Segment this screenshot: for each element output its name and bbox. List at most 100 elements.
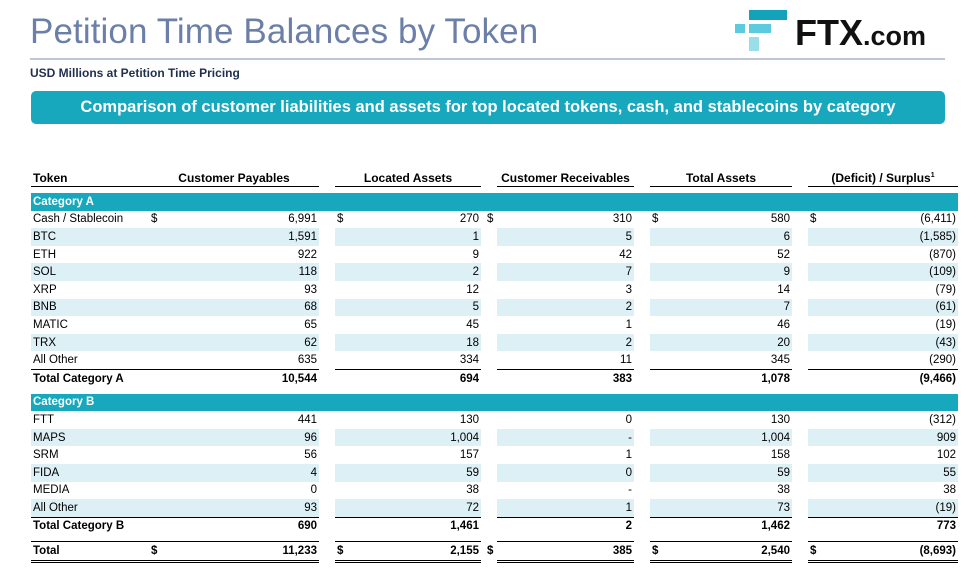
- located-cell: 1: [353, 228, 481, 246]
- located-cell: 1,461: [353, 516, 481, 536]
- receivables-cell: 11: [620, 354, 632, 367]
- currency-blank: [808, 228, 826, 246]
- located-cell: 1,004: [353, 428, 481, 447]
- currency-blank: [650, 499, 668, 517]
- currency-symbol: $: [487, 213, 494, 226]
- payables-cell: 68: [167, 298, 319, 317]
- surplus-cell: (1,585): [826, 228, 958, 246]
- located-cell: 72: [353, 499, 481, 517]
- currency-blank: [650, 281, 668, 299]
- located-cell: 9: [472, 248, 479, 261]
- currency-blank: [808, 411, 826, 429]
- currency-blank: [149, 351, 167, 369]
- receivables-cell: 1: [625, 449, 632, 462]
- token-cell: BTC: [31, 228, 149, 246]
- currency-blank: [808, 516, 826, 536]
- currency-blank: [808, 281, 826, 299]
- total-assets-cell: 345: [770, 354, 790, 367]
- total-assets-cell: 52: [777, 248, 790, 261]
- token-cell: SOL: [31, 263, 149, 281]
- currency-symbol: $: [650, 541, 668, 563]
- currency-blank: [335, 411, 353, 429]
- receivables-cell: 383: [497, 368, 634, 388]
- token-cell: XRP: [33, 283, 57, 296]
- table-row: SOL 118 2 7 9 (109): [31, 263, 958, 281]
- payables-cell: 1,591: [167, 228, 319, 246]
- token-cell: Total Category B: [31, 516, 149, 536]
- payables-cell: 96: [167, 428, 319, 447]
- currency-blank: [808, 482, 826, 500]
- currency-blank: [335, 263, 353, 281]
- currency-blank: [335, 482, 353, 500]
- payables-cell: 11,233: [167, 541, 319, 563]
- currency-blank: [335, 499, 353, 517]
- table-row: FTT 441 130 0 130 (312): [31, 411, 958, 429]
- surplus-cell: (19): [935, 318, 956, 331]
- table-row: All Other 635 334 11 345 (290): [31, 351, 958, 369]
- total-assets-cell: 1,462: [668, 516, 792, 536]
- total-assets-cell: 580: [770, 213, 790, 226]
- ftx-logo-text: FTX.com: [795, 12, 926, 54]
- table-header-row: Token Customer Payables Located Assets C…: [31, 167, 958, 187]
- currency-blank: [149, 446, 167, 464]
- currency-blank: [650, 428, 668, 447]
- currency-blank: [808, 428, 826, 447]
- token-balances-table: Token Customer Payables Located Assets C…: [31, 167, 958, 563]
- payables-cell: 10,544: [167, 368, 319, 388]
- currency-blank: [149, 246, 167, 264]
- header-customer-payables: Customer Payables: [149, 167, 319, 187]
- table-row: MAPS 96 1,004-1,004 909: [31, 428, 958, 447]
- currency-blank: [650, 316, 668, 334]
- table-row: Cash / Stablecoin $6,991 $270 $310 $580 $ (6,4…: [31, 210, 958, 229]
- currency-blank: [149, 411, 167, 429]
- surplus-cell: 55: [826, 463, 958, 482]
- payables-cell: 690: [167, 516, 319, 536]
- table-row: All Other 93 72 1 73 (19): [31, 499, 958, 517]
- payables-cell: 0: [310, 484, 317, 497]
- currency-blank: [650, 516, 668, 536]
- receivables-cell: 5: [497, 228, 634, 246]
- table-row: BNB 68 5 2 7 (61): [31, 298, 958, 317]
- page-title: Petition Time Balances by Token: [30, 12, 539, 51]
- total-assets-cell: 158: [770, 449, 790, 462]
- surplus-cell: (6,411): [920, 213, 956, 226]
- total-assets-cell: 6: [668, 228, 792, 246]
- located-cell: 18: [353, 333, 481, 352]
- currency-blank: [149, 316, 167, 334]
- currency-blank: [335, 368, 353, 388]
- currency-blank: [335, 246, 353, 264]
- currency-blank: [650, 463, 668, 482]
- currency-blank: [335, 516, 353, 536]
- surplus-cell: (109): [826, 263, 958, 281]
- total-assets-cell: 9: [668, 263, 792, 281]
- receivables-cell: -: [497, 428, 634, 447]
- token-cell: MATIC: [33, 318, 68, 331]
- ftx-logo-mark-icon: [735, 10, 787, 51]
- payables-cell: 56: [304, 449, 317, 462]
- receivables-cell: $310: [487, 213, 632, 226]
- surplus-cell: (9,466): [826, 368, 958, 388]
- token-cell: BNB: [31, 298, 149, 317]
- total-assets-cell: 46: [777, 318, 790, 331]
- token-cell: MEDIA: [33, 484, 70, 497]
- currency-blank: [808, 263, 826, 281]
- total-assets-cell: 1,004: [668, 428, 792, 447]
- total-assets-cell: 1,078: [668, 368, 792, 388]
- total-assets-cell: 59: [668, 463, 792, 482]
- currency-symbol: $: [652, 213, 659, 226]
- payables-cell: 4: [167, 463, 319, 482]
- table-row: BTC 1,591 1 5 6 (1,585): [31, 228, 958, 246]
- receivables-cell: 1: [625, 318, 632, 331]
- located-cell: 2: [353, 263, 481, 281]
- total-assets-cell: 2,540: [668, 541, 792, 563]
- currency-blank: [650, 333, 668, 352]
- payables-cell: 635: [297, 354, 317, 367]
- currency-blank: [335, 351, 353, 369]
- grand-total-row: Total $11,233 $2,155 $385 $2,540 $ (8,693): [31, 541, 958, 563]
- currency-blank: [149, 298, 167, 317]
- surplus-cell: 38: [943, 484, 956, 497]
- located-cell: 38: [466, 484, 479, 497]
- payables-cell: 93: [167, 499, 319, 517]
- currency-blank: [335, 298, 353, 317]
- currency-blank: [650, 228, 668, 246]
